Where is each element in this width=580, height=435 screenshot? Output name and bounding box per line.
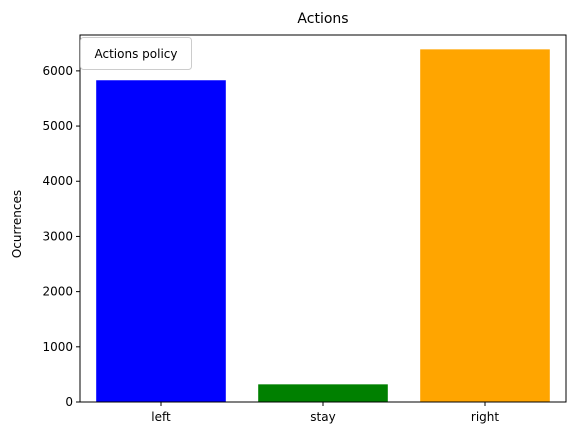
bars-group	[96, 49, 550, 402]
y-tick-label: 0	[65, 395, 73, 409]
x-tick-label: right	[471, 410, 499, 424]
y-tick-label: 5000	[42, 119, 73, 133]
bar-left	[96, 80, 226, 402]
x-tick-label: stay	[310, 410, 335, 424]
y-tick-label: 2000	[42, 285, 73, 299]
y-tick-label: 4000	[42, 174, 73, 188]
legend-title: Actions policy	[95, 47, 178, 61]
y-tick-label: 6000	[42, 64, 73, 78]
y-axis-label: Ocurrences	[10, 190, 24, 258]
bar-stay	[258, 384, 388, 402]
y-tick-label: 3000	[42, 229, 73, 243]
y-ticks-group: 0 1000 2000 3000 4000 5000 6000	[42, 64, 80, 409]
bar-right	[420, 49, 550, 402]
plot-frame	[79, 34, 567, 403]
legend-box	[80, 37, 192, 70]
chart-title: Actions	[297, 11, 348, 27]
x-ticks-group: left stay right	[151, 402, 499, 424]
x-tick-label: left	[151, 410, 171, 424]
y-tick-label: 1000	[42, 340, 73, 354]
legend: Actions policy	[80, 37, 192, 70]
